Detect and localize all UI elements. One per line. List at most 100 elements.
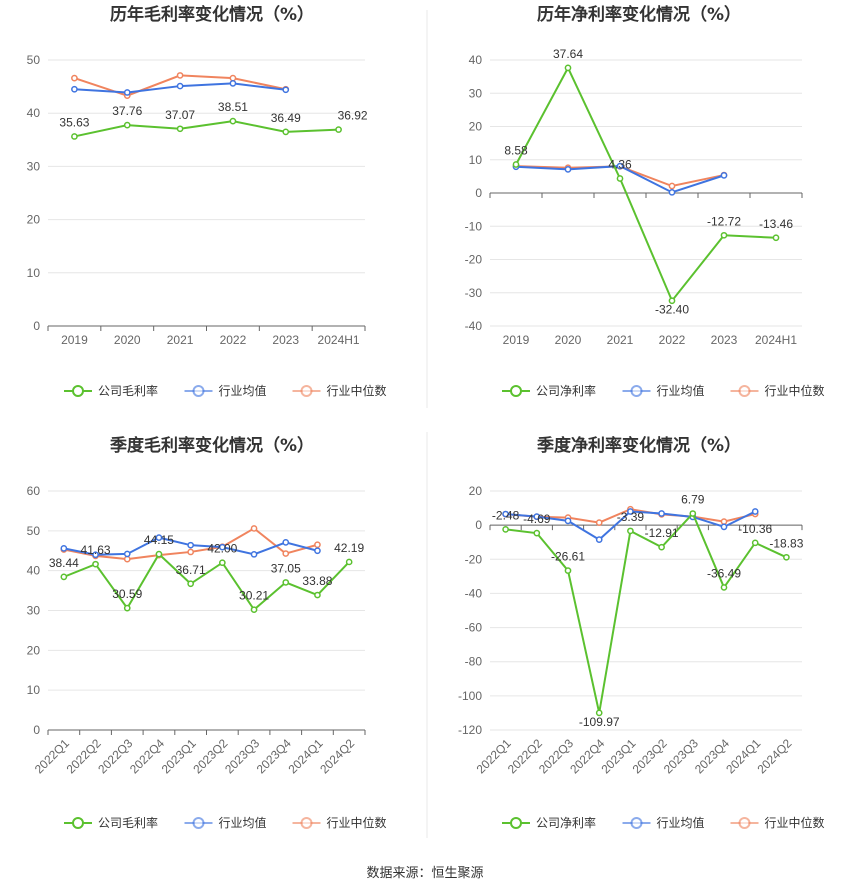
legend-label: 公司净利率 (536, 815, 596, 830)
x-tick-label: 2019 (61, 333, 88, 347)
data-point (616, 162, 624, 170)
data-point (176, 82, 184, 90)
data-point (250, 606, 258, 614)
chart-panel-4: 季度净利率变化情况（%）-120-100-80-60-40-200202022Q… (458, 435, 825, 830)
data-point (314, 547, 321, 555)
y-tick-label: 40 (27, 106, 41, 120)
data-point (533, 529, 541, 537)
data-point (335, 126, 342, 133)
y-tick-label: -20 (465, 552, 483, 566)
data-point (60, 573, 68, 581)
data-point (512, 161, 520, 168)
legend-item: 行业均值 (622, 383, 705, 398)
data-point (564, 567, 572, 574)
x-tick-label: 2021 (607, 333, 634, 347)
y-tick-label: -40 (465, 319, 483, 333)
x-tick-label: 2024H1 (318, 333, 360, 347)
data-point (71, 133, 78, 140)
y-tick-label: -40 (465, 586, 483, 600)
data-label: 6.79 (681, 493, 705, 507)
series-line-company (515, 65, 777, 303)
data-label: 33.88 (302, 574, 332, 588)
data-point (92, 551, 99, 559)
y-tick-label: 50 (27, 53, 41, 67)
data-label: 42.19 (334, 541, 364, 555)
x-tick-label: 2019 (503, 333, 530, 347)
chart-title: 季度毛利率变化情况（%） (110, 435, 314, 456)
legend-marker (738, 817, 751, 829)
y-tick-label: 30 (27, 159, 41, 173)
data-point (751, 539, 759, 547)
x-tick-label: 2022 (220, 333, 247, 347)
data-label: 41.63 (81, 543, 111, 557)
data-point (689, 510, 697, 517)
data-point (345, 558, 353, 566)
data-point (627, 508, 634, 515)
data-point (772, 234, 780, 242)
y-tick-label: 20 (27, 643, 41, 657)
y-tick-label: -100 (458, 689, 482, 703)
data-label: 37.07 (165, 108, 195, 122)
data-label: 42.00 (207, 542, 237, 556)
data-point (720, 518, 728, 525)
data-point (250, 525, 258, 532)
data-label: -36.49 (707, 566, 741, 580)
y-tick-label: 20 (469, 120, 483, 134)
data-point (123, 550, 131, 558)
y-tick-label: 30 (27, 604, 41, 618)
data-point (229, 74, 237, 82)
legend-label: 行业均值 (219, 383, 267, 398)
data-point (92, 560, 99, 568)
legend-marker (630, 385, 643, 397)
data-point (720, 523, 728, 531)
data-label: -12.72 (707, 214, 741, 228)
data-point (783, 553, 790, 561)
data-point (314, 591, 321, 599)
y-tick-label: 20 (27, 213, 41, 227)
legend-marker (192, 385, 205, 397)
data-label: 4.36 (608, 158, 632, 172)
data-label: 30.21 (239, 589, 269, 603)
data-point (71, 85, 78, 93)
legend-marker (510, 385, 522, 397)
data-point (564, 517, 572, 525)
data-point (60, 545, 68, 552)
legend-label: 行业均值 (219, 815, 267, 830)
data-label: 30.59 (112, 587, 142, 601)
data-label: -32.40 (655, 303, 689, 317)
data-point (176, 72, 184, 79)
legend-item: 行业中位数 (730, 383, 825, 398)
chart-title: 历年净利率变化情况（%） (537, 4, 741, 25)
data-label: -18.83 (769, 536, 803, 550)
x-tick-label: 2020 (555, 333, 582, 347)
chart-title: 历年毛利率变化情况（%） (110, 4, 314, 25)
data-label: -109.97 (579, 715, 620, 729)
legend-item: 公司毛利率 (64, 815, 158, 830)
y-tick-label: 0 (475, 518, 482, 532)
x-tick-label: 2024H1 (755, 333, 797, 347)
data-point (595, 536, 603, 544)
data-point (219, 543, 226, 551)
data-point (314, 541, 321, 549)
legend-marker (300, 817, 313, 829)
data-point (564, 166, 572, 173)
data-point (595, 519, 603, 526)
data-label: 36.92 (338, 109, 368, 123)
data-label: -10.36 (738, 522, 772, 536)
data-point (502, 526, 509, 533)
y-tick-label: 0 (33, 723, 40, 737)
legend-marker (72, 385, 84, 397)
x-tick-label: 2022 (659, 333, 686, 347)
data-label: -26.61 (551, 550, 585, 564)
data-label: -3.39 (617, 510, 645, 524)
series-line-company (63, 552, 350, 612)
data-source-note: 数据来源：恒生聚源 (366, 866, 484, 881)
x-tick-label: 2023 (272, 333, 299, 347)
chart-panel-3: 季度毛利率变化情况（%）01020304050602022Q12022Q2202… (27, 435, 387, 830)
legend-label: 行业中位数 (327, 815, 387, 830)
data-point (250, 550, 258, 558)
data-point (658, 543, 665, 551)
data-point (123, 89, 131, 96)
data-label: 38.44 (49, 556, 79, 570)
data-label: 35.63 (59, 115, 89, 129)
